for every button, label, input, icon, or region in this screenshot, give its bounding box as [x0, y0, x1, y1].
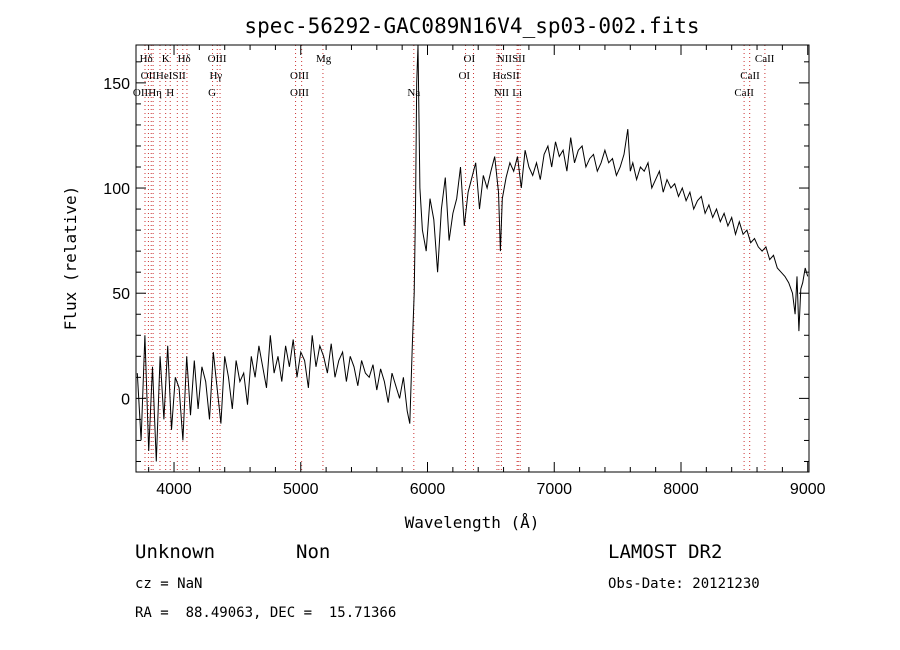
x-tick-label: 9000: [790, 481, 826, 498]
spectral-line-label: CaII: [755, 53, 775, 65]
spectral-line-label: OIII: [290, 70, 309, 82]
spectral-line-label: Mg: [316, 53, 332, 65]
spectral-line-label: NII: [494, 87, 510, 99]
plot-frame: [135, 44, 810, 473]
spectral-line-label: OI: [458, 70, 470, 82]
y-axis-label: Flux (relative): [61, 186, 80, 331]
flux-series: [136, 44, 809, 462]
survey-label: LAMOST DR2: [608, 541, 723, 563]
y-tick-label: 100: [103, 181, 130, 198]
spectral-line-label: NIISII: [497, 53, 526, 65]
x-axis-label: Wavelength (Å): [405, 513, 540, 532]
x-tick-label: 5000: [283, 481, 319, 498]
class-label: Unknown: [135, 541, 216, 563]
y-tick-label: 50: [112, 286, 130, 303]
x-tick-label: 8000: [663, 481, 699, 498]
x-tick-label: 6000: [410, 481, 446, 498]
spectral-line-label: Li: [512, 87, 522, 99]
spectral-line-label: OIII: [208, 53, 227, 65]
spectral-line-labels: Hδ K Hδ OIII Mg OI NIISII CaII OIIHeISII Hγ OIII OI…: [133, 53, 775, 99]
spectral-line-label: G: [208, 87, 216, 99]
spectral-line-label: OIII: [290, 87, 309, 99]
spectral-lines: [144, 45, 766, 472]
subclass-label: Non: [296, 541, 331, 563]
axis-ticks: 4000 5000 6000 7000 8000 9000 0 50 100 150: [103, 45, 826, 498]
flux-line: [136, 44, 809, 462]
spectral-line-label: Hδ: [178, 53, 191, 65]
spectral-line-label: H: [166, 87, 174, 99]
cz-label: cz = NaN: [135, 576, 203, 592]
spectral-line-label: CaII: [740, 70, 760, 82]
spectral-line-label: OIIHeISII: [141, 70, 187, 82]
spectral-line-label: CaII: [734, 87, 754, 99]
spectral-line-label: Hγ: [209, 70, 222, 82]
spectral-line-label: OIIHη: [133, 87, 162, 99]
spectral-line-label: HαSII: [493, 70, 520, 82]
spectral-line-label: OI: [464, 53, 476, 65]
y-tick-label: 0: [121, 391, 130, 408]
spectral-line-label: K: [162, 53, 170, 65]
x-tick-label: 7000: [536, 481, 572, 498]
coordinates-label: RA = 88.49063, DEC = 15.71366: [135, 605, 397, 621]
x-tick-label: 4000: [156, 481, 192, 498]
obs-date-label: Obs-Date: 20121230: [608, 576, 760, 592]
y-tick-label: 150: [103, 76, 130, 93]
spectral-line-label: Hδ: [140, 53, 153, 65]
chart-title: spec-56292-GAC089N16V4_sp03-002.fits: [244, 14, 699, 38]
